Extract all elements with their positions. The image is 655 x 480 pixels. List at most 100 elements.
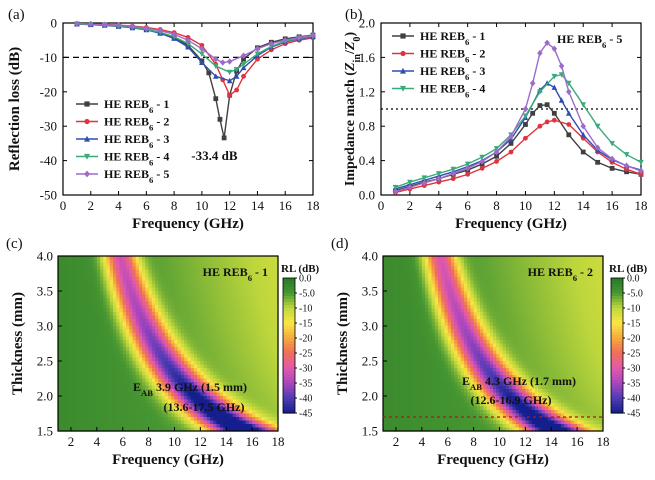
y-tick-label: 0.4	[359, 153, 376, 168]
x-tick-label: 10	[519, 198, 532, 213]
label-text: - 2	[469, 47, 485, 61]
legend-label: HE REB6 - 2	[104, 115, 169, 133]
y-tick-label: 1.5	[37, 424, 53, 439]
data-point	[545, 120, 550, 125]
y-tick-label: 4.0	[37, 249, 53, 264]
legend-item: HE REB6 - 1	[76, 97, 169, 115]
legend-label: HE REB6 - 3	[420, 64, 485, 82]
legend: HE REB6 - 1HE REB6 - 2HE REB6 - 3HE REB6…	[392, 29, 485, 100]
y-tick-label: 2.5	[37, 354, 53, 369]
label-text: HE REB	[203, 265, 248, 279]
y-tick-label: 0	[51, 16, 58, 31]
label-text: - 3	[153, 132, 169, 146]
legend-label: HE REB6 - 1	[104, 97, 169, 115]
colorbar-tick-label: -5.0	[299, 289, 315, 300]
y-tick-label: 0.0	[359, 188, 375, 203]
y-tick-label: -30	[40, 119, 57, 134]
label-text: 3.9 GHz (1.5 mm)	[153, 380, 247, 394]
colorbar-tick-label: -10	[299, 304, 312, 315]
label-text: HE REB	[420, 64, 465, 78]
x-tick-label: 2	[88, 198, 95, 213]
x-tick-label: 14	[220, 434, 234, 449]
y-axis-label: Thickness (mm)	[10, 292, 26, 395]
data-point	[530, 80, 536, 86]
series-line	[395, 83, 641, 189]
label-text: - 5	[606, 32, 622, 46]
data-point	[84, 171, 90, 178]
data-point	[84, 101, 89, 106]
data-point	[537, 124, 542, 129]
x-tick-label: 8	[493, 198, 500, 213]
y-axis-label-part: )	[343, 32, 358, 37]
y-tick-label: -20	[40, 84, 57, 99]
data-point	[84, 119, 89, 124]
label-text: - 4	[469, 82, 485, 96]
y-tick-label: 2.0	[37, 389, 53, 404]
label-text: HE REB	[104, 132, 149, 146]
colorbar-tick-label: -45	[299, 409, 312, 420]
data-point	[234, 88, 239, 93]
x-tick-label: 10	[168, 434, 181, 449]
series-5	[393, 40, 644, 195]
data-point	[552, 85, 558, 90]
label-text: HE REB	[420, 29, 465, 43]
label-text: HE REB	[104, 97, 149, 111]
data-point	[566, 132, 571, 137]
legend-label: HE REB6 - 4	[104, 150, 169, 168]
x-tick-label: 18	[272, 434, 285, 449]
y-axis-label-part: Z	[343, 62, 358, 72]
legend-item: HE REB6 - 1	[392, 29, 485, 47]
series-4	[74, 22, 316, 76]
data-point	[400, 51, 405, 56]
y-axis-label-part: Impedance match (	[343, 71, 358, 186]
legend-item: HE REB6 - 2	[392, 47, 485, 65]
colorbar-tick-label: -25	[299, 349, 312, 360]
legend-item: HE REB6 - 3	[76, 132, 169, 150]
colorbar-tick-label: -30	[299, 364, 312, 375]
eab-range: (13.6-17.5 GHz)	[164, 400, 245, 414]
label-text: E	[133, 380, 141, 394]
data-point	[523, 136, 528, 141]
x-tick-label: 8	[171, 198, 178, 213]
data-point	[537, 103, 542, 108]
legend-item: HE REB6 - 4	[392, 82, 485, 100]
x-tick-label: 18	[635, 198, 648, 213]
data-point	[559, 63, 565, 69]
x-axis-label: Frequency (GHz)	[455, 216, 567, 232]
min-rl-annotation: -33.4 dB	[191, 148, 238, 163]
data-point	[509, 150, 514, 155]
x-tick-label: 6	[143, 198, 150, 213]
x-tick-label: 12	[548, 198, 561, 213]
peak-annotation: HE REB6 - 5	[557, 32, 622, 50]
legend-label: HE REB6 - 5	[104, 167, 169, 185]
data-point	[638, 160, 644, 165]
data-point	[610, 166, 615, 171]
data-point	[222, 135, 227, 140]
y-tick-label: 3.0	[37, 319, 53, 334]
x-tick-label: 0	[378, 198, 385, 213]
label-text: - 3	[469, 64, 485, 78]
legend-item: HE REB6 - 2	[76, 115, 169, 133]
label-text: HE REB	[420, 82, 465, 96]
x-tick-label: 0	[60, 198, 67, 213]
y-axis-label-part: Z	[343, 41, 358, 51]
data-point	[220, 59, 226, 65]
x-tick-label: 6	[464, 198, 471, 213]
label-text: HE REB	[104, 115, 149, 129]
panel-label: (b)	[345, 7, 363, 23]
data-point	[595, 160, 600, 165]
label-text: HE REB	[104, 150, 149, 164]
data-point	[566, 89, 572, 95]
data-point	[465, 172, 470, 177]
colorbar-tick-label: -40	[299, 394, 312, 405]
y-axis-label: Reflection loss (dB)	[7, 47, 23, 171]
legend: HE REB6 - 1HE REB6 - 2HE REB6 - 3HE REB6…	[76, 97, 169, 185]
legend-label: HE REB6 - 2	[420, 47, 485, 65]
x-tick-label: 16	[279, 198, 293, 213]
label-text: HE REB	[557, 32, 602, 46]
legend-item: HE REB6 - 4	[76, 150, 169, 168]
x-tick-label: 12	[223, 198, 236, 213]
x-tick-label: 8	[145, 434, 152, 449]
